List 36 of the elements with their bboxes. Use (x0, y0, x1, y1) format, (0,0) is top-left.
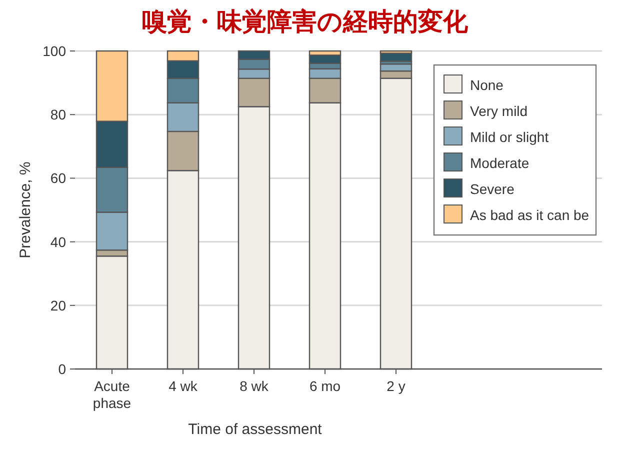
x-tick-label: 2 y (386, 378, 406, 394)
bar (238, 50, 270, 60)
bar (166, 60, 200, 79)
bar (238, 68, 270, 79)
bar (308, 54, 342, 64)
bar (166, 78, 200, 104)
x-axis-title: Time of assessment (188, 421, 323, 438)
bar (238, 78, 270, 108)
y-tick-label: 0 (58, 361, 66, 377)
x-tick-label: 4 wk (168, 378, 198, 394)
bar (380, 50, 412, 54)
bar (96, 212, 128, 251)
x-tick-label: Acute phase (92, 378, 132, 411)
bar (308, 50, 342, 56)
x-tick-label: 6 mo (309, 378, 341, 394)
y-tick-label: 80 (50, 106, 66, 123)
legend-label: None (470, 77, 504, 93)
bar (96, 120, 128, 168)
legend-label: Very mild (470, 103, 528, 119)
legend-label: Mild or slight (470, 129, 549, 145)
legend-label: Moderate (470, 155, 530, 171)
chart-title: 嗅覚・味覚障害の経時的変化 (142, 8, 469, 36)
y-tick-label: 40 (50, 234, 66, 250)
bar (96, 166, 128, 213)
bar (308, 78, 342, 104)
x-tick-label: 8 wk (240, 378, 270, 394)
legend-label: Severe (470, 181, 515, 197)
bar (166, 50, 200, 62)
y-tick-label: 100 (42, 43, 66, 59)
legend-label: As bad as it can be (470, 207, 590, 223)
y-axis-title: Prevalence, % (17, 162, 34, 258)
bar (166, 130, 200, 172)
bar (166, 102, 200, 132)
y-tick-label: 20 (50, 297, 66, 314)
bar (96, 50, 128, 122)
y-tick-label: 60 (50, 170, 66, 186)
